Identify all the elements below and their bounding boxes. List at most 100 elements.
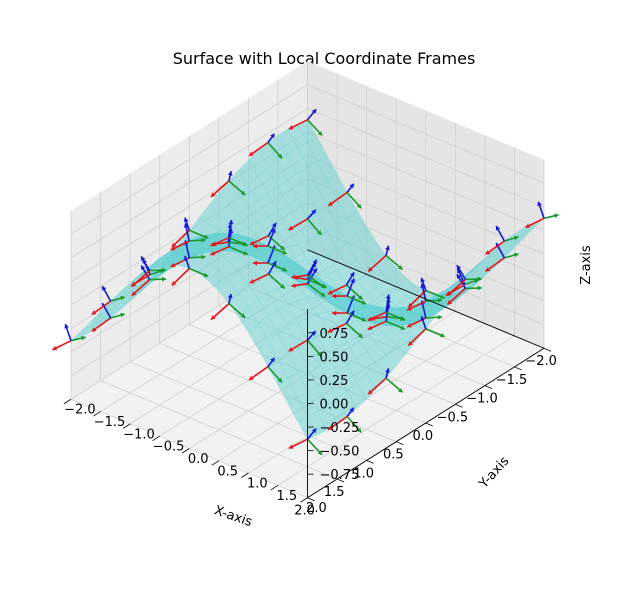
x-tick [425,422,433,427]
frame-x-arrow-head [249,151,254,156]
frame-y-arrow-head [277,153,283,159]
z-tick-label: 0.75 [320,327,349,342]
frame-z-arrow-head [311,331,316,336]
x-tick-label: 0.5 [383,448,404,463]
y-tick [241,472,249,478]
z-tick-label: −0.50 [320,445,360,460]
frame-x-arrow-head [249,375,254,380]
frame-z-arrow-head [312,259,317,265]
y-tick-label: 1.0 [247,477,268,492]
frame-x-arrow-head [291,283,296,288]
frame-y-arrow-head [203,234,209,239]
frame-y-arrow-head [356,203,362,209]
frame-x-arrow-head [447,290,452,296]
frame-x-arrow-head [327,328,333,333]
frame-y-arrow-head [358,333,363,338]
frame-y-arrow-head [240,313,246,318]
frame-x-arrow [210,303,230,321]
z-tick-label: −0.75 [320,468,360,483]
frame-z-arrow-head [385,294,391,299]
z-tick-label: 0.50 [320,350,349,365]
chart-title: Surface with Local Coordinate Frames [173,49,476,68]
frame-z-arrow-head [270,357,275,363]
frame-x-arrow-head [328,201,333,206]
frame-x-arrow-head [288,125,294,130]
frame-x-arrow-head [407,306,412,311]
frame-z-arrow-head [420,277,425,283]
frame-z-arrow-head [270,133,275,139]
frame-z-arrow-head [141,256,146,262]
frame-x-arrow-head [131,291,137,296]
frame-y-arrow-head [203,272,209,278]
frame-x-arrow-head [91,327,97,332]
frame-z-arrow-head [311,209,316,215]
frame-y-arrow-head [437,314,442,320]
x-tick [396,441,404,446]
y-tick [300,497,308,503]
y-tick [93,411,101,417]
frame-z-arrow-head [311,109,317,114]
z-tick-label: 0.25 [320,374,349,389]
frame-z-arrow-head [272,261,277,266]
frame-z-arrow-head [64,324,69,329]
frame-y-arrow-head [356,427,362,433]
frame-z-arrow-head [311,428,317,434]
frame-x-arrow-head [249,240,255,246]
y-tick [63,398,72,405]
frame-x-arrow-head [332,293,337,299]
z-tick-labels: −0.75 −0.50 −0.25 0.00 0.25 0.50 0.75 [307,327,360,483]
frame-z-arrow-head [141,265,146,271]
frame-x-arrow-head [367,316,373,321]
frame-x-arrow-head [408,341,413,346]
x-tick-label: −2.0 [525,354,557,369]
frame-x-arrow-head [210,192,216,197]
y-tick-label: −1.5 [94,415,126,430]
frame-x-arrow-head [407,323,412,328]
y-tick-label: 0.0 [188,452,209,467]
frame-y-arrow-head [477,276,482,282]
frame-z-arrow-head [385,245,390,251]
y-tick [122,423,131,429]
x-tick-label: 0.0 [412,429,433,444]
frame-x-arrow-head [210,242,216,247]
frame-z-arrow-head [349,183,354,189]
frame-x-arrow-head [327,290,333,295]
frame-y-arrow-head [358,295,363,300]
frame-y-arrow-head [201,237,206,243]
frame-x-arrow-head [328,425,333,430]
z-tick-label: −0.25 [320,421,360,436]
frame-y-arrow-head [280,245,285,251]
frame-z-arrow-head [350,278,355,284]
frame-x-arrow-head [131,282,137,287]
frame-y-arrow-head [440,294,445,299]
frame-z-arrow-head [183,223,189,228]
frame-x-arrow-head [368,267,373,272]
frame-x-arrow-head [447,300,452,305]
frame-z-arrow-head [456,274,461,279]
x-tick [336,478,345,483]
y-tick-label: −0.5 [153,440,185,455]
frame-x-arrow-head [210,315,216,320]
frame-x-arrow-head [52,346,57,351]
frame-y-arrow-head [282,250,287,255]
gridline-z [70,84,545,235]
y-tick-label: 2.0 [306,501,327,516]
frame-y-arrow-head [437,298,442,303]
frame-y-arrow-head [120,312,125,318]
frame-y-arrow-head [317,450,323,455]
x-tick-label: 2.0 [294,504,315,519]
frame-x-arrow-head [485,267,491,272]
y-axis-label: Y-axis [476,454,513,493]
frame-y-arrow-head [514,235,519,241]
frame-x-arrow-head [408,302,413,308]
frame-z-arrow-head [350,272,355,277]
frame-x-arrow-head [288,347,294,352]
frame-z-arrow-head [272,222,277,228]
frame-z-arrow-head [420,316,425,321]
x-tick-labels: −2.0−1.5−1.0−0.50.00.51.01.52.0 [294,347,557,519]
x-tick-label: −0.5 [437,410,469,425]
x-axis-label: X-axis [212,503,254,530]
frame-x-arrow-head [485,250,491,255]
frame-x-arrow-head [332,310,337,316]
frame-x-arrow-head [249,279,255,284]
